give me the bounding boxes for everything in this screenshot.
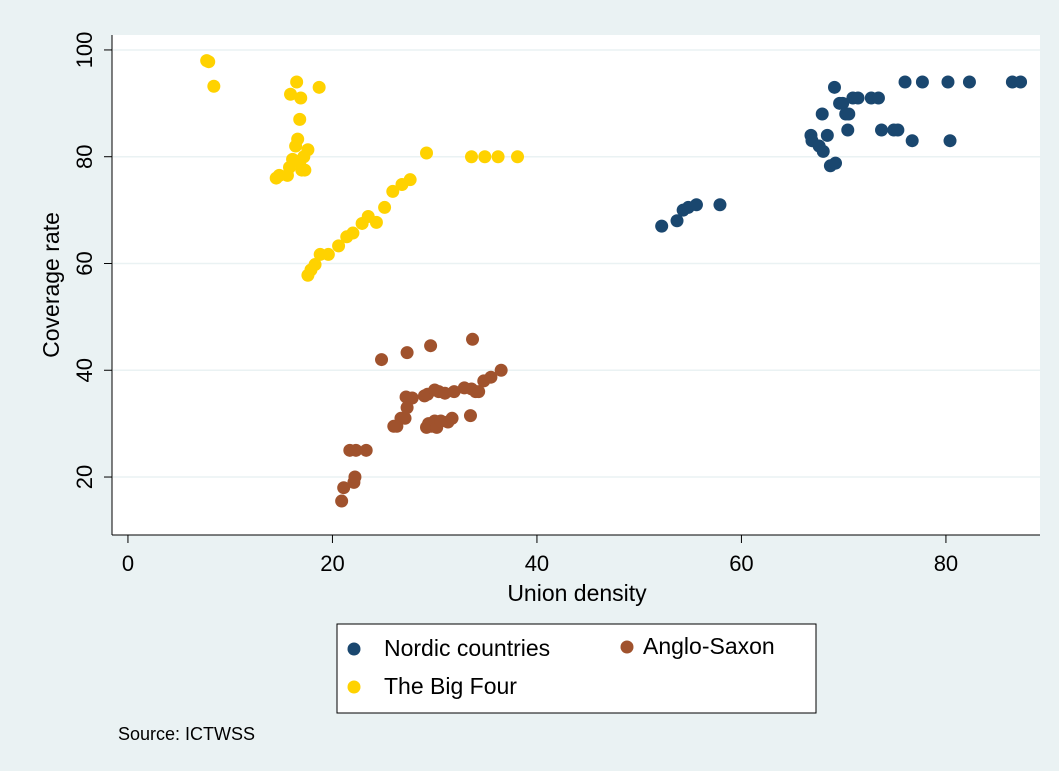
legend xyxy=(336,623,817,714)
point xyxy=(891,123,905,137)
point xyxy=(335,494,349,508)
plot-area xyxy=(112,35,1040,535)
point xyxy=(359,443,373,457)
x-tick-label: 20 xyxy=(320,551,344,576)
source-note: Source: ICTWSS xyxy=(118,724,255,744)
point xyxy=(511,150,525,164)
point xyxy=(312,80,326,94)
point xyxy=(841,123,855,137)
point xyxy=(375,353,389,367)
y-tick-label: 100 xyxy=(72,32,97,69)
point xyxy=(447,385,461,399)
point xyxy=(386,184,400,198)
y-axis-label: Coverage rate xyxy=(38,212,64,358)
point xyxy=(405,391,419,405)
point xyxy=(836,96,850,110)
point xyxy=(369,215,383,229)
point xyxy=(403,173,417,187)
point xyxy=(463,409,477,423)
point xyxy=(291,132,305,146)
y-tick-label: 60 xyxy=(72,251,97,275)
point xyxy=(466,332,480,346)
point xyxy=(378,200,392,214)
point xyxy=(294,91,308,105)
point xyxy=(871,91,885,105)
point xyxy=(400,346,414,360)
point xyxy=(290,75,304,89)
y-tick-label: 20 xyxy=(72,465,97,489)
point xyxy=(815,107,829,121)
point xyxy=(337,481,351,495)
legend-marker xyxy=(620,640,634,654)
point xyxy=(820,128,834,142)
point xyxy=(424,339,438,353)
point xyxy=(293,112,307,126)
point xyxy=(842,107,856,121)
y-tick-label: 40 xyxy=(72,358,97,382)
legend-label: The Big Four xyxy=(384,673,517,699)
point xyxy=(1014,75,1028,89)
point xyxy=(484,370,498,384)
point xyxy=(829,156,843,170)
point xyxy=(898,75,912,89)
x-tick-label: 80 xyxy=(934,551,958,576)
point xyxy=(346,226,360,240)
point xyxy=(301,143,315,157)
point xyxy=(875,123,889,137)
point xyxy=(905,134,919,148)
legend-marker xyxy=(347,680,361,694)
point xyxy=(941,75,955,89)
legend-label: Nordic countries xyxy=(384,635,550,661)
point xyxy=(321,247,335,261)
legend-label: Anglo-Saxon xyxy=(643,633,775,659)
point xyxy=(915,75,929,89)
legend-marker xyxy=(347,642,361,656)
x-tick-label: 60 xyxy=(729,551,753,576)
point xyxy=(943,134,957,148)
point xyxy=(308,258,322,272)
point xyxy=(962,75,976,89)
point xyxy=(202,55,216,69)
point xyxy=(816,144,830,158)
y-tick-label: 80 xyxy=(72,144,97,168)
point xyxy=(207,79,221,93)
point xyxy=(284,87,298,101)
point xyxy=(851,91,865,105)
point xyxy=(398,411,412,425)
point xyxy=(827,80,841,94)
point xyxy=(400,401,414,415)
point xyxy=(332,239,346,253)
point xyxy=(348,470,362,484)
point xyxy=(670,214,684,228)
point xyxy=(465,150,479,164)
point xyxy=(478,150,492,164)
point xyxy=(689,198,703,212)
point xyxy=(655,219,669,233)
point xyxy=(472,385,486,399)
x-tick-label: 40 xyxy=(525,551,549,576)
point xyxy=(298,163,312,177)
x-tick-label: 0 xyxy=(122,551,134,576)
point xyxy=(494,363,508,377)
point xyxy=(713,198,727,212)
x-axis-label: Union density xyxy=(507,580,647,606)
point xyxy=(491,150,505,164)
point xyxy=(349,443,363,457)
point xyxy=(445,411,459,425)
point xyxy=(420,146,434,160)
